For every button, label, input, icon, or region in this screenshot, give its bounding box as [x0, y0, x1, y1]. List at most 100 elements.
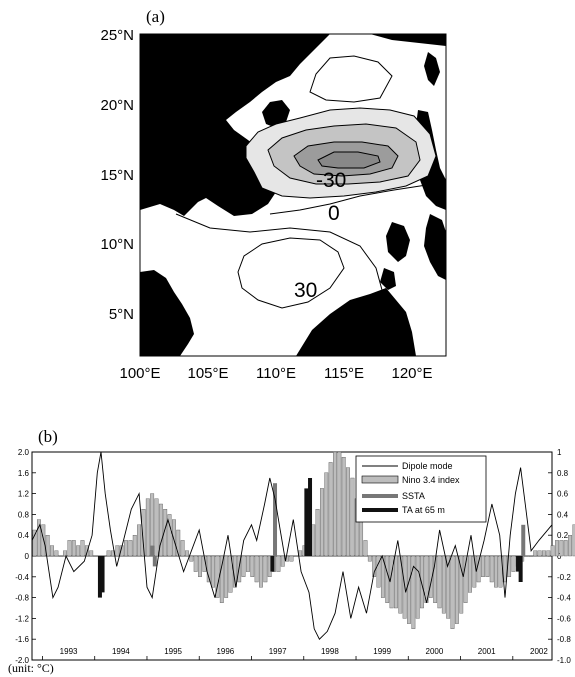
left-tick-label: 0.4	[18, 531, 30, 540]
nino34-bar	[459, 555, 464, 614]
nino34-bar	[359, 519, 364, 557]
nino34-bar	[141, 509, 146, 557]
ssta-bar	[150, 545, 155, 556]
nino34-bar	[346, 467, 350, 557]
nino34-bar	[433, 555, 438, 603]
left-tick-label: -0.8	[15, 594, 29, 603]
x-tick-120E: 120°E	[391, 365, 432, 382]
nino34-bar	[328, 462, 333, 557]
nino34-bar	[211, 555, 216, 588]
nino34-bar	[363, 540, 368, 557]
land-taiwan	[424, 52, 440, 86]
nino34-bar	[367, 555, 372, 562]
nino34-bar	[372, 555, 377, 577]
nino34-bar	[454, 555, 459, 624]
legend-label-ta65: TA at 65 m	[402, 505, 445, 515]
nino34-bar	[463, 555, 468, 603]
land-borneo	[296, 288, 416, 356]
nino34-bar	[568, 535, 572, 557]
ta65-bar	[304, 488, 309, 556]
land-palawan	[380, 268, 396, 290]
ta65-bar	[270, 556, 275, 572]
dipole-mode-line	[31, 451, 553, 640]
left-tick-label: -1.6	[15, 635, 29, 644]
map-frame	[139, 33, 447, 357]
nino34-bar	[407, 555, 411, 624]
nino34-bar	[137, 524, 142, 557]
y-tick-10N: 10°N	[100, 236, 134, 253]
ssta-ta-bars	[97, 478, 526, 598]
right-tick-label: 0.2	[557, 531, 569, 540]
nino34-bar	[498, 555, 503, 588]
nino34-bar	[172, 519, 176, 557]
nino34-bar	[411, 555, 416, 629]
nino34-bar	[494, 555, 498, 588]
nino34-bar	[76, 545, 81, 557]
x-tick-label: 2001	[478, 647, 496, 656]
nino34-bar	[198, 555, 202, 577]
map-area: -30 0 30	[140, 34, 446, 356]
x-tick-label: 1995	[164, 647, 182, 656]
right-tick-label: 0	[557, 552, 562, 561]
nino34-bar	[67, 540, 72, 557]
map-axes: 25°N 20°N 15°N 10°N 5°N 100°E 105°E 110°…	[100, 27, 432, 382]
nino34-bar	[559, 540, 564, 557]
nino34-bar	[115, 545, 120, 557]
nino34-bar	[80, 540, 85, 557]
nino34-bar	[154, 498, 159, 557]
nino34-bar	[167, 514, 172, 557]
nino34-bar	[163, 509, 168, 557]
nino34-bar	[533, 550, 538, 557]
nino34-bar	[224, 555, 229, 598]
nino34-bar	[37, 519, 41, 557]
left-tick-label: 1.6	[18, 469, 30, 478]
nino34-bar	[420, 555, 424, 609]
nino34-bar	[441, 555, 446, 614]
nino34-bar	[54, 550, 59, 557]
x-tick-110E: 110°E	[256, 365, 296, 382]
nino34-bar	[385, 555, 390, 603]
panel-a: (a) -30 0	[100, 7, 447, 382]
nino34-bar	[537, 550, 542, 557]
nino34-bar	[58, 555, 63, 557]
nino34-bar	[219, 555, 224, 603]
left-tick-label: 1.2	[18, 490, 30, 499]
contour-label-30: 30	[294, 279, 317, 302]
x-tick-label: 1999	[373, 647, 391, 656]
nino34-bar	[555, 540, 559, 557]
nino34-bar	[276, 555, 281, 572]
right-tick-label: -0.6	[557, 614, 571, 623]
y-tick-15N: 15°N	[100, 167, 134, 184]
panel-b: (b) 2.0 1.6 1.2 0.8 0.4 0 -0.4 -0.8 -1.2 -1.6 -2.0…	[8, 427, 575, 675]
nino34-bar	[180, 540, 185, 557]
nino34-bar	[315, 509, 320, 557]
x-tick-label: 1993	[60, 647, 78, 656]
nino34-bar	[89, 550, 94, 557]
y-tick-25N: 25°N	[100, 27, 134, 44]
left-tick-label: 2.0	[18, 448, 30, 457]
nino34-bar	[324, 472, 329, 557]
nino34-bar	[193, 555, 198, 572]
right-tick-label: -0.8	[557, 635, 571, 644]
panel-a-label: (a)	[146, 7, 165, 26]
ta65-bar	[518, 556, 523, 582]
x-tick-label: 1996	[216, 647, 234, 656]
x-tick-label: 1997	[269, 647, 287, 656]
nino34-bar	[415, 555, 420, 619]
nino34-bar	[106, 550, 111, 557]
legend-label-ssta: SSTA	[402, 491, 425, 501]
legend-label-nino34: Nino 3.4 index	[402, 475, 460, 485]
nino34-bar	[124, 540, 128, 557]
nino34-bar	[572, 524, 575, 557]
nino34-bar	[481, 555, 485, 577]
ta65-bar	[308, 478, 313, 556]
x-tick-label: 1994	[112, 647, 130, 656]
land-hainan	[262, 100, 290, 128]
right-tick-label: -0.2	[557, 573, 571, 582]
land-malay-peninsula	[140, 270, 194, 356]
nino34-bar	[511, 555, 516, 572]
nino34-bar	[263, 555, 268, 583]
nino34-bar	[71, 540, 76, 557]
nino34-bar	[293, 555, 298, 557]
